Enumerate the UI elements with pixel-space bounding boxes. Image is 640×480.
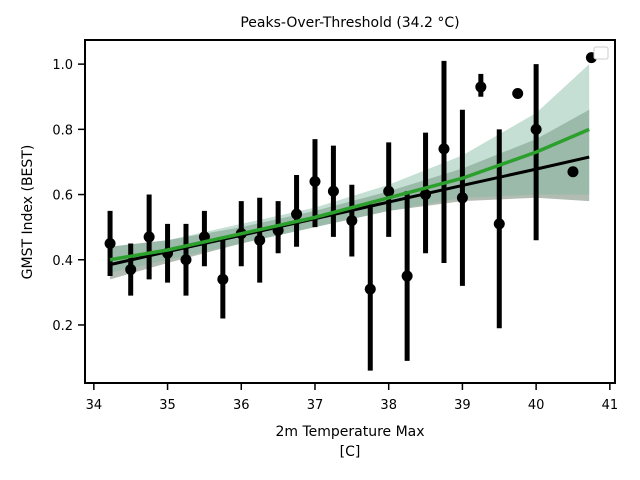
data-point (346, 215, 358, 227)
data-point (104, 237, 116, 249)
data-point (456, 192, 468, 204)
data-point (125, 264, 137, 276)
y-tick-label: 0.8 (52, 123, 73, 138)
y-tick-label: 0.2 (52, 319, 73, 334)
x-tick-label: 41 (602, 398, 619, 413)
x-tick-label: 37 (307, 398, 324, 413)
data-point (291, 208, 303, 220)
y-axis-label: GMST Index (BEST) (20, 145, 36, 280)
data-point (493, 218, 505, 230)
data-point (512, 87, 524, 99)
data-point (383, 185, 395, 197)
x-axis-label: [C] (340, 444, 361, 460)
data-point (401, 270, 413, 282)
y-tick-label: 0.4 (52, 254, 73, 269)
data-point (217, 273, 229, 285)
legend (593, 46, 609, 60)
data-point (364, 283, 376, 295)
data-point (327, 185, 339, 197)
chart-title: Peaks-Over-Threshold (34.2 °C) (240, 15, 459, 31)
data-point (254, 234, 266, 246)
x-tick-label: 35 (159, 398, 176, 413)
data-point (567, 166, 579, 178)
y-tick-label: 1.0 (52, 58, 73, 73)
x-tick-label: 36 (233, 398, 250, 413)
x-tick-label: 34 (86, 398, 103, 413)
y-tick-label: 0.6 (52, 189, 73, 204)
x-tick-label: 40 (528, 398, 545, 413)
data-point (309, 176, 321, 188)
x-tick-label: 38 (380, 398, 397, 413)
plot-frame (84, 39, 616, 384)
data-point (180, 254, 192, 266)
data-point (530, 123, 542, 135)
data-point (143, 231, 155, 243)
x-axis-label: 2m Temperature Max (275, 424, 424, 440)
fit-line (109, 127, 590, 262)
data-point (475, 81, 487, 93)
data-point (438, 143, 450, 155)
x-tick-label: 39 (454, 398, 471, 413)
